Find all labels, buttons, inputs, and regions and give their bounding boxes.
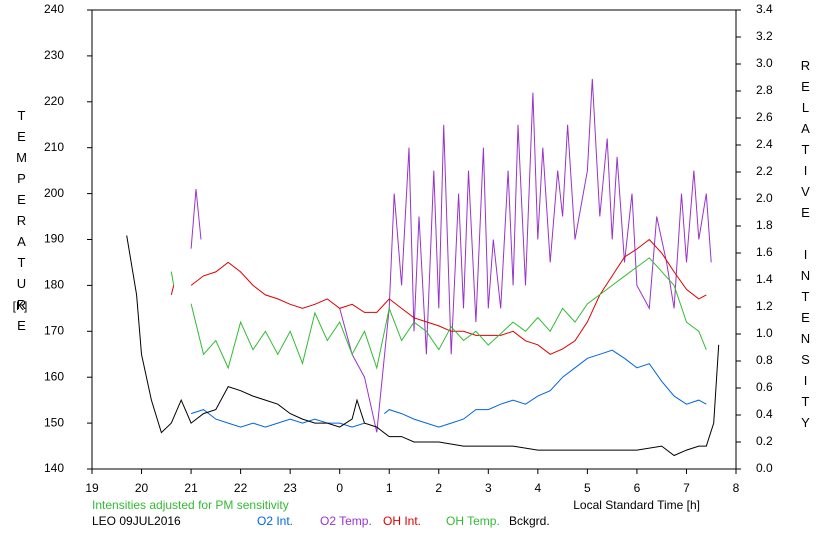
y2-tick-label: 0.0 [756,461,773,475]
y2-tick-label: 2.4 [756,137,773,151]
x-tick-label: 1 [386,481,393,495]
y-tick-label: 230 [44,48,64,62]
y-tick-label: 240 [44,2,64,16]
y-tick-label: 150 [44,415,64,429]
y-axis-label: TEMPERATURE [14,108,29,339]
y2-tick-label: 1.0 [756,326,773,340]
note: Intensities adjusted for PM sensitivity [92,498,289,512]
series-line [190,349,707,428]
y2-tick-label: 3.4 [756,2,773,16]
x-axis-label: Local Standard Time [h] [573,498,700,512]
series-line [126,235,720,457]
x-tick-label: 23 [283,481,297,495]
y2-tick-label: 1.4 [756,272,773,286]
x-tick-label: 3 [485,481,492,495]
legend-entry: Bckgrd. [509,514,550,528]
x-tick-label: 22 [234,481,248,495]
series-line [190,78,712,433]
x-tick-label: 7 [683,481,690,495]
y2-tick-label: 0.6 [756,380,773,394]
legend-entry: OH Temp. [446,514,500,528]
legend-entry: O2 Temp. [320,514,372,528]
y-tick-label: 220 [44,94,64,108]
x-tick-label: 0 [336,481,343,495]
station: LEO 09JUL2016 [92,514,181,528]
y2-axis-label: RELATIVE INTENSITY [798,58,813,436]
y2-tick-label: 3.0 [756,56,773,70]
y2-tick-label: 2.6 [756,110,773,124]
y-tick-label: 190 [44,232,64,246]
x-tick-label: 4 [535,481,542,495]
y2-tick-label: 2.0 [756,191,773,205]
x-tick-label: 8 [733,481,740,495]
legend-entry: O2 Int. [257,514,293,528]
y2-tick-label: 0.8 [756,353,773,367]
y-tick-label: 160 [44,369,64,383]
y-tick-label: 200 [44,186,64,200]
series-line [170,257,707,370]
y-tick-label: 180 [44,278,64,292]
plot-frame [91,9,737,470]
y2-tick-label: 1.2 [756,299,773,313]
series-line [170,238,707,355]
y-unit: [K] [13,299,28,313]
y-tick-label: 170 [44,323,64,337]
y2-tick-label: 3.2 [756,29,773,43]
x-tick-label: 19 [85,481,99,495]
x-tick-label: 2 [435,481,442,495]
y-tick-label: 140 [44,461,64,475]
x-tick-label: 5 [584,481,591,495]
y-tick-label: 210 [44,140,64,154]
legend-entry: OH Int. [383,514,421,528]
x-tick-label: 6 [634,481,641,495]
y2-tick-label: 2.2 [756,164,773,178]
y2-tick-label: 1.6 [756,245,773,259]
x-tick-label: 21 [184,481,198,495]
y2-tick-label: 1.8 [756,218,773,232]
x-tick-label: 20 [135,481,149,495]
y2-tick-label: 2.8 [756,83,773,97]
y2-tick-label: 0.2 [756,434,773,448]
y2-tick-label: 0.4 [756,407,773,421]
